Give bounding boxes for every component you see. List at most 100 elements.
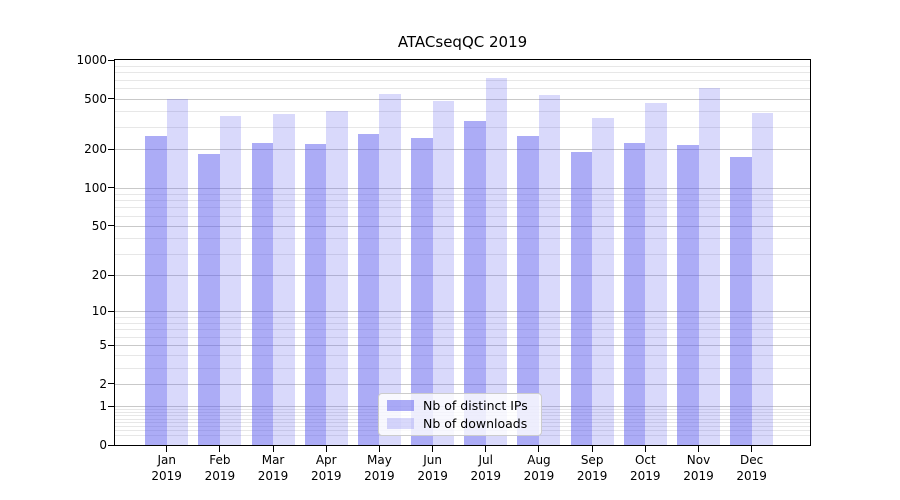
gridline-major xyxy=(115,345,810,347)
bar-distinct-ips xyxy=(357,134,380,445)
gridline-major xyxy=(115,383,810,385)
bar-distinct-ips xyxy=(251,143,274,445)
gridline-minor xyxy=(115,207,810,209)
x-tick xyxy=(485,446,487,452)
y-tick xyxy=(108,383,115,385)
x-tick-label: Feb 2019 xyxy=(204,453,236,483)
x-tick-label: Jan 2019 xyxy=(151,453,182,483)
gridline-minor xyxy=(115,215,810,217)
bar-distinct-ips xyxy=(517,135,539,445)
bar-downloads xyxy=(326,110,348,445)
x-tick xyxy=(378,446,380,452)
x-tick-label: Jun 2019 xyxy=(417,453,448,483)
legend-entry-distinct-ips: Nb of distinct IPs xyxy=(379,397,541,413)
y-tick xyxy=(108,344,115,346)
legend-label-downloads: Nb of downloads xyxy=(423,415,528,431)
x-tick-label: May 2019 xyxy=(364,453,395,483)
y-tick-label: 200 xyxy=(84,142,107,157)
x-tick-label: Jul 2019 xyxy=(470,453,502,483)
y-tick xyxy=(108,405,115,407)
x-tick xyxy=(591,446,593,452)
legend: Nb of distinct IPs Nb of downloads xyxy=(378,393,542,436)
chart-title: ATACseqQC 2019 xyxy=(397,33,528,51)
bar-downloads xyxy=(645,103,667,445)
bar-distinct-ips xyxy=(623,143,646,445)
y-tick xyxy=(108,225,115,227)
gridline-minor xyxy=(115,253,810,255)
gridline-major xyxy=(115,275,810,277)
y-tick-label: 10 xyxy=(91,304,107,319)
bar-distinct-ips xyxy=(145,136,167,445)
gridline-minor xyxy=(115,88,810,90)
y-tick xyxy=(108,148,115,150)
y-tick xyxy=(108,59,115,61)
gridline-minor xyxy=(115,110,810,112)
gridline-major xyxy=(115,98,810,100)
bar-distinct-ips xyxy=(411,137,433,445)
y-tick-label: 500 xyxy=(84,91,107,106)
bar-downloads xyxy=(485,77,508,445)
legend-entry-downloads: Nb of downloads xyxy=(379,415,541,431)
legend-label-distinct-ips: Nb of distinct IPs xyxy=(423,397,528,413)
y-tick-label: 50 xyxy=(91,218,107,233)
x-tick xyxy=(272,446,274,452)
bar-distinct-ips xyxy=(730,156,752,445)
bar-distinct-ips xyxy=(677,144,699,445)
gridline-minor xyxy=(115,367,810,369)
bar-distinct-ips xyxy=(304,144,327,445)
gridline-major xyxy=(115,149,810,151)
gridline-minor xyxy=(115,65,810,67)
legend-swatch-downloads xyxy=(387,418,414,429)
gridline-minor xyxy=(115,72,810,74)
bar-downloads xyxy=(698,87,720,445)
bar-downloads xyxy=(432,100,455,445)
x-tick-label: Nov 2019 xyxy=(683,453,714,483)
y-tick-label: 5 xyxy=(99,338,107,353)
gridline-minor xyxy=(115,126,810,128)
bar-downloads xyxy=(379,93,401,445)
gridline-minor xyxy=(115,238,810,240)
gridline-minor xyxy=(115,336,810,338)
y-tick-label: 1 xyxy=(99,399,107,414)
gridline-major xyxy=(115,187,810,189)
bar-distinct-ips xyxy=(198,154,220,445)
y-tick-label: 100 xyxy=(84,180,107,195)
y-tick xyxy=(108,187,115,189)
bar-downloads xyxy=(538,94,561,445)
bar-downloads xyxy=(592,117,614,445)
gridline-minor xyxy=(115,316,810,318)
x-tick xyxy=(166,446,168,452)
x-tick-label: Mar 2019 xyxy=(257,453,289,483)
x-tick-label: Oct 2019 xyxy=(630,453,661,483)
x-tick-label: Dec 2019 xyxy=(736,453,767,483)
y-tick xyxy=(108,98,115,100)
gridline-minor xyxy=(115,193,810,195)
plot-area xyxy=(114,59,811,446)
gridline-minor xyxy=(115,355,810,357)
bar-downloads xyxy=(751,113,774,445)
gridline-major xyxy=(115,225,810,227)
gridline-major xyxy=(115,311,810,313)
x-tick xyxy=(751,446,753,452)
x-tick xyxy=(538,446,540,452)
gridline-minor xyxy=(115,329,810,331)
bar-downloads xyxy=(166,98,189,445)
x-tick xyxy=(219,446,221,452)
x-tick-label: Sep 2019 xyxy=(576,453,608,483)
x-tick-label: Aug 2019 xyxy=(523,453,555,483)
gridline-minor xyxy=(115,200,810,202)
x-tick xyxy=(644,446,646,452)
bar-distinct-ips xyxy=(570,152,593,445)
bar-distinct-ips xyxy=(464,121,486,445)
y-tick-label: 20 xyxy=(91,268,107,283)
gridline-minor xyxy=(115,79,810,81)
x-tick xyxy=(698,446,699,452)
y-tick-label: 2 xyxy=(99,376,107,391)
bar-downloads xyxy=(273,113,295,445)
x-tick-label: Apr 2019 xyxy=(310,453,342,483)
y-tick xyxy=(108,310,115,312)
bar-downloads xyxy=(219,115,242,445)
gridline-minor xyxy=(115,322,810,324)
y-tick-label: 0 xyxy=(99,438,107,452)
